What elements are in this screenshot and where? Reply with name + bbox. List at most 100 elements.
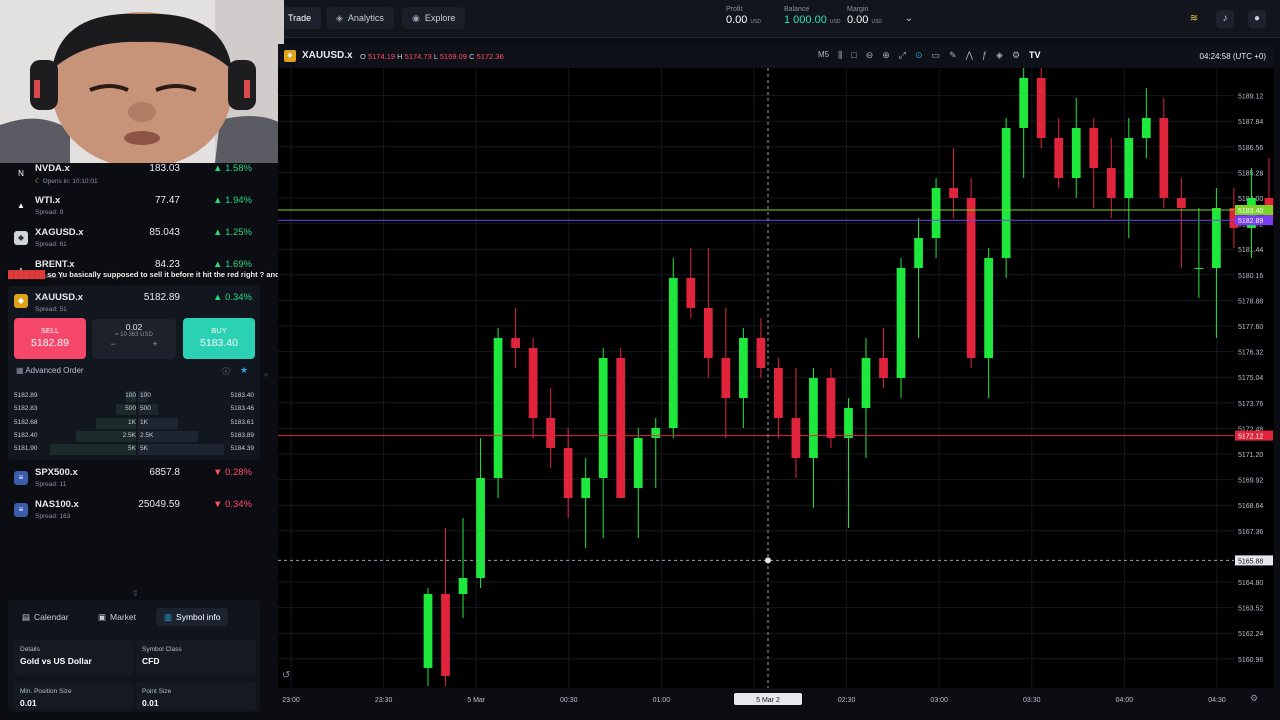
ask-price: 5184.39 xyxy=(230,445,255,453)
bid-volume: 2.5K xyxy=(122,431,136,439)
point-size-cell: Point Size 0.01 xyxy=(136,682,256,710)
sell-button[interactable]: SELL 5182.89 xyxy=(14,318,86,359)
crosshair-price-label: 5165.88 xyxy=(1238,558,1263,565)
candles-icon[interactable]: ⫼ xyxy=(838,50,843,60)
y-tick-label: 5163.52 xyxy=(1238,606,1263,613)
candle-body xyxy=(1001,128,1011,258)
square-icon[interactable]: □ xyxy=(851,50,857,60)
watchlist-row[interactable]: ▲ BRENT.x Spread: 8 84.23 ▲ 1.69% xyxy=(8,256,260,288)
price-line-tag xyxy=(1235,205,1273,215)
order-book-row[interactable]: 5182.89 100 100 5183.40 xyxy=(14,390,254,403)
price-line-label: 5172.12 xyxy=(1238,434,1263,441)
watchlist-panel: N NVDA.x ☾ Opens in: 10:10:01 183.03 ▲ 1… xyxy=(8,160,260,588)
nav-analytics-label: Analytics xyxy=(347,13,384,23)
y-tick-label: 5164.80 xyxy=(1238,580,1263,587)
crosshair-icon[interactable]: ⊙ xyxy=(915,50,923,60)
reset-chart-icon[interactable]: ↺ xyxy=(282,670,291,681)
settings-icon[interactable]: ⚙ xyxy=(1011,50,1021,60)
pattern-icon[interactable]: ⋀ xyxy=(965,50,973,60)
watchlist-row[interactable]: ▲ WTI.x Spread: 9 77.47 ▲ 1.94% xyxy=(8,192,260,224)
info-icon[interactable]: ⓘ xyxy=(222,367,230,376)
tab-symbol-info[interactable]: ▥ Symbol info xyxy=(156,608,229,626)
order-book-row[interactable]: 5182.40 2.5K 2.5K 5183.89 xyxy=(14,430,254,443)
buy-button[interactable]: BUY 5183.40 xyxy=(183,318,255,359)
ask-depth-bar xyxy=(138,444,224,456)
analytics-icon: ◈ xyxy=(336,12,343,23)
symbol-sub: Spread: 9 xyxy=(35,209,64,216)
watchlist-row[interactable]: N NVDA.x ☾ Opens in: 10:10:01 183.03 ▲ 1… xyxy=(8,160,260,192)
nav-trade[interactable]: Trade xyxy=(278,7,322,29)
zoom-in-icon[interactable]: ⊕ xyxy=(882,50,890,60)
pencil-icon[interactable]: ✎ xyxy=(949,50,957,60)
zoom-out-icon[interactable]: ⊖ xyxy=(865,50,874,60)
price-line-label: 5182.89 xyxy=(1238,218,1263,225)
collapse-panel-icon[interactable]: « xyxy=(264,370,269,379)
candle-body xyxy=(563,448,573,498)
candlestick-chart[interactable]: 5189.125187.845186.565185.285184.005182.… xyxy=(278,68,1274,688)
ruler-icon[interactable]: ▭ xyxy=(931,50,941,60)
increase-button[interactable]: + xyxy=(152,339,158,349)
symbol-change: ▲ 1.94% xyxy=(213,195,252,206)
symbol-name: NVDA.x xyxy=(35,163,70,174)
candle-body xyxy=(581,478,591,498)
chevron-down-icon[interactable]: ⌄ xyxy=(904,13,914,24)
high-label: H xyxy=(397,52,403,61)
candle-body xyxy=(668,278,678,428)
bid-price: 5182.40 xyxy=(14,431,38,439)
candle-body xyxy=(984,258,994,358)
order-book-row[interactable]: 5182.68 1K 1K 5183.61 xyxy=(14,417,254,430)
decrease-button[interactable]: − xyxy=(110,339,116,349)
timeframe-selector[interactable]: M5 xyxy=(818,50,830,59)
nav-explore[interactable]: ◉ Explore xyxy=(402,7,466,29)
tab-market[interactable]: ▣ Market xyxy=(90,608,144,626)
wifi-icon: ≋ xyxy=(1189,13,1199,24)
symbol-sub: Spread: 61 xyxy=(35,241,67,248)
advanced-order-label: Advanced Order xyxy=(25,366,84,375)
candle-body xyxy=(879,358,888,378)
layers-icon[interactable]: ◈ xyxy=(996,50,1003,60)
candle-body xyxy=(441,594,450,676)
advanced-order-toggle[interactable]: ▦ Advanced Order xyxy=(16,366,84,375)
user-icon[interactable]: ● xyxy=(1248,10,1266,28)
ask-volume: 5K xyxy=(140,445,148,453)
bid-volume: 500 xyxy=(125,405,136,413)
x-tick-label: 03:00 xyxy=(930,697,948,704)
ask-volume: 100 xyxy=(140,392,151,399)
chart-symbol[interactable]: XAUUSD.x xyxy=(302,50,353,61)
watchlist-row[interactable]: ≡ SPX500.x Spread: 11 6857.8 ▼ 0.28% xyxy=(8,464,260,496)
candle-body xyxy=(756,338,766,368)
chart-svg[interactable]: 5189.125187.845186.565185.285184.005182.… xyxy=(278,68,1274,688)
tab-calendar[interactable]: ▤ Calendar xyxy=(14,608,77,626)
watchlist-row[interactable]: ≡ NAS100.x Spread: 163 25049.59 ▼ 0.34% xyxy=(8,496,260,528)
bid-depth-bar xyxy=(126,391,136,402)
settings-icon[interactable]: ⚙ xyxy=(1250,693,1259,703)
chat-message: so Yu basically supposed to sell it befo… xyxy=(47,270,344,279)
y-tick-label: 5173.76 xyxy=(1238,401,1263,408)
bell-icon[interactable]: ♪ xyxy=(1216,10,1234,28)
candle-body xyxy=(1194,268,1204,269)
crosshair-dot xyxy=(765,557,771,564)
nav-trade-label: Trade xyxy=(288,13,312,23)
order-book-row[interactable]: 5182.83 500 500 5183.46 xyxy=(14,403,254,416)
watchlist-row[interactable]: ◆ XAGUSD.x Spread: 61 85.043 ▲ 1.25% xyxy=(8,224,260,256)
candle-body xyxy=(598,358,608,478)
resize-handle-icon[interactable]: ⇕ xyxy=(132,589,139,598)
function-icon[interactable]: ƒ xyxy=(982,50,988,60)
x-tick-label: 03:30 xyxy=(1023,697,1041,704)
candle-body xyxy=(1019,78,1029,128)
candle-body xyxy=(458,578,468,594)
bid-price: 5182.83 xyxy=(14,405,38,413)
ask-price: 5183.89 xyxy=(230,431,255,439)
star-icon[interactable]: ★ xyxy=(240,365,249,375)
quantity-stepper[interactable]: 0.02 ≈ 10 363 USD − + xyxy=(92,319,176,359)
quantity-usd: ≈ 10 363 USD xyxy=(115,332,153,338)
nav-analytics[interactable]: ◈ Analytics xyxy=(326,7,394,29)
open-label: O xyxy=(360,52,366,61)
order-book-row[interactable]: 5181.90 5K 5K 5184.39 xyxy=(14,443,254,456)
explore-icon: ◉ xyxy=(412,12,420,23)
fullscreen-icon[interactable]: ⤢ xyxy=(898,50,906,60)
market-icon: ▣ xyxy=(98,611,107,622)
sell-label: SELL xyxy=(40,326,60,335)
